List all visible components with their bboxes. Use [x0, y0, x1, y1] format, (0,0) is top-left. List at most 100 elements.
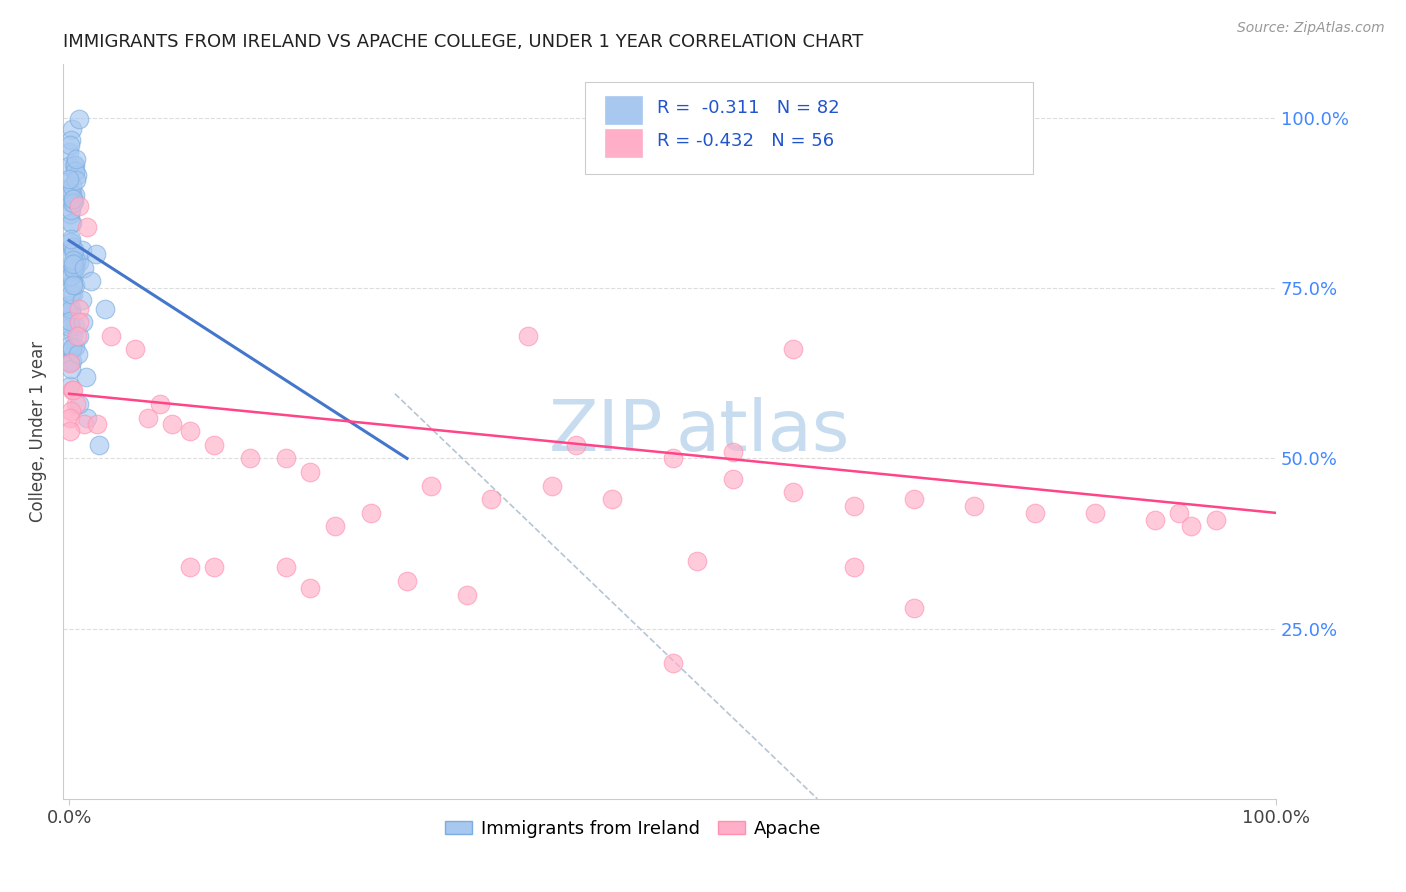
- Legend: Immigrants from Ireland, Apache: Immigrants from Ireland, Apache: [437, 813, 828, 845]
- Point: [59, 137, 82, 152]
- Text: Source: ZipAtlas.com: Source: ZipAtlas.com: [1237, 21, 1385, 35]
- Point: [1084, 506, 1107, 520]
- Point: [58, 270, 80, 285]
- Point: [62, 327, 84, 342]
- Point: [239, 451, 262, 466]
- Point: [63, 187, 86, 202]
- Point: [72, 316, 94, 330]
- Point: [62, 255, 84, 269]
- Point: [67, 328, 90, 343]
- Point: [66, 347, 89, 361]
- Point: [67, 255, 90, 269]
- Point: [540, 478, 562, 492]
- Point: [75, 370, 97, 384]
- Point: [86, 417, 108, 432]
- Point: [903, 492, 925, 507]
- Point: [59, 186, 82, 200]
- Point: [60, 178, 83, 193]
- Point: [58, 339, 80, 353]
- Point: [63, 158, 86, 172]
- Point: [58, 173, 80, 187]
- Point: [721, 444, 744, 458]
- Point: [67, 112, 90, 127]
- Point: [360, 506, 382, 520]
- Point: [136, 410, 159, 425]
- Point: [58, 301, 80, 315]
- Point: [73, 417, 96, 432]
- Point: [62, 286, 84, 301]
- Point: [59, 379, 82, 393]
- Point: [60, 216, 83, 230]
- Bar: [605, 95, 641, 124]
- Point: [299, 581, 322, 595]
- Point: [149, 397, 172, 411]
- Point: [84, 247, 107, 261]
- Point: [62, 257, 84, 271]
- Point: [67, 315, 90, 329]
- Point: [63, 158, 86, 172]
- Point: [62, 245, 84, 260]
- Point: [65, 254, 87, 268]
- Point: [60, 187, 83, 202]
- Point: [60, 122, 83, 136]
- Point: [65, 256, 87, 270]
- Point: [62, 195, 84, 210]
- Point: [59, 313, 82, 327]
- Point: [395, 574, 418, 588]
- Text: atlas: atlas: [675, 397, 851, 466]
- Point: [842, 499, 865, 513]
- Point: [63, 163, 86, 178]
- Point: [60, 362, 83, 376]
- Point: [420, 478, 443, 492]
- Point: [67, 301, 90, 316]
- Point: [89, 438, 111, 452]
- Point: [60, 341, 83, 355]
- Point: [323, 519, 346, 533]
- Text: R =  -0.311   N = 82: R = -0.311 N = 82: [658, 99, 839, 117]
- Point: [1024, 506, 1046, 520]
- Point: [59, 265, 82, 279]
- Point: [62, 260, 84, 275]
- Text: IMMIGRANTS FROM IRELAND VS APACHE COLLEGE, UNDER 1 YEAR CORRELATION CHART: IMMIGRANTS FROM IRELAND VS APACHE COLLEG…: [63, 33, 863, 51]
- Point: [1168, 506, 1191, 520]
- Point: [661, 656, 683, 670]
- Point: [59, 216, 82, 230]
- Point: [65, 173, 87, 187]
- Point: [661, 451, 683, 466]
- Point: [65, 153, 87, 167]
- Point: [276, 451, 298, 466]
- Point: [62, 277, 84, 292]
- Point: [62, 252, 84, 267]
- Point: [1180, 519, 1202, 533]
- Point: [299, 465, 322, 479]
- Point: [58, 180, 80, 194]
- Point: [62, 192, 84, 206]
- FancyBboxPatch shape: [585, 82, 1033, 174]
- Point: [1144, 513, 1167, 527]
- Point: [58, 145, 80, 159]
- Point: [66, 168, 89, 182]
- Point: [600, 492, 623, 507]
- Point: [842, 560, 865, 574]
- Point: [63, 194, 86, 209]
- Point: [94, 301, 117, 316]
- Point: [721, 472, 744, 486]
- Point: [58, 159, 80, 173]
- Point: [100, 329, 122, 343]
- Point: [62, 384, 84, 398]
- Point: [70, 293, 93, 307]
- Point: [59, 356, 82, 370]
- Point: [63, 278, 86, 293]
- Point: [59, 235, 82, 249]
- Point: [63, 263, 86, 277]
- Point: [62, 275, 84, 289]
- Text: ZIP: ZIP: [548, 397, 664, 466]
- Point: [58, 172, 80, 186]
- Bar: [605, 129, 641, 157]
- Y-axis label: College, Under 1 year: College, Under 1 year: [30, 341, 46, 522]
- Point: [60, 403, 83, 417]
- Point: [782, 343, 804, 357]
- Point: [65, 340, 87, 354]
- Point: [63, 319, 86, 334]
- Point: [59, 133, 82, 147]
